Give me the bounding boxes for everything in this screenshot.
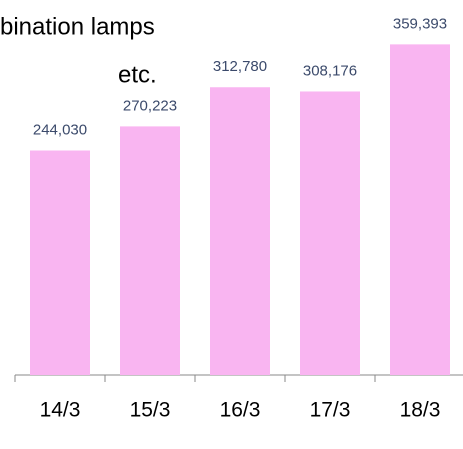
bar — [390, 44, 450, 376]
bar — [120, 126, 180, 375]
x-tick-label: 16/3 — [220, 399, 261, 422]
value-label: 359,393 — [393, 15, 447, 32]
value-label: 244,030 — [33, 121, 87, 138]
bar — [210, 87, 270, 375]
bar — [30, 150, 90, 375]
x-tick-label: 18/3 — [400, 399, 441, 422]
value-label: 270,223 — [123, 97, 177, 114]
x-tick-label: 14/3 — [40, 399, 81, 422]
bar — [300, 91, 360, 375]
value-label: 308,176 — [303, 62, 357, 79]
chart-title-line: bination lamps — [0, 13, 155, 40]
chart-title-line: etc. — [118, 61, 157, 88]
x-tick-label: 17/3 — [310, 399, 351, 422]
value-label: 312,780 — [213, 58, 267, 75]
x-tick-label: 15/3 — [130, 399, 171, 422]
